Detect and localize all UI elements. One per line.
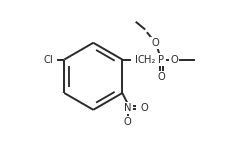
Text: O: O [171, 55, 178, 65]
Text: Cl: Cl [44, 55, 53, 65]
Text: CH₂: CH₂ [138, 55, 156, 65]
Text: P: P [159, 55, 164, 65]
Text: NH: NH [135, 55, 150, 65]
Text: O: O [124, 117, 132, 127]
Text: O: O [158, 72, 165, 82]
Text: O: O [141, 103, 149, 113]
Text: N: N [124, 103, 132, 113]
Text: O: O [152, 38, 159, 48]
